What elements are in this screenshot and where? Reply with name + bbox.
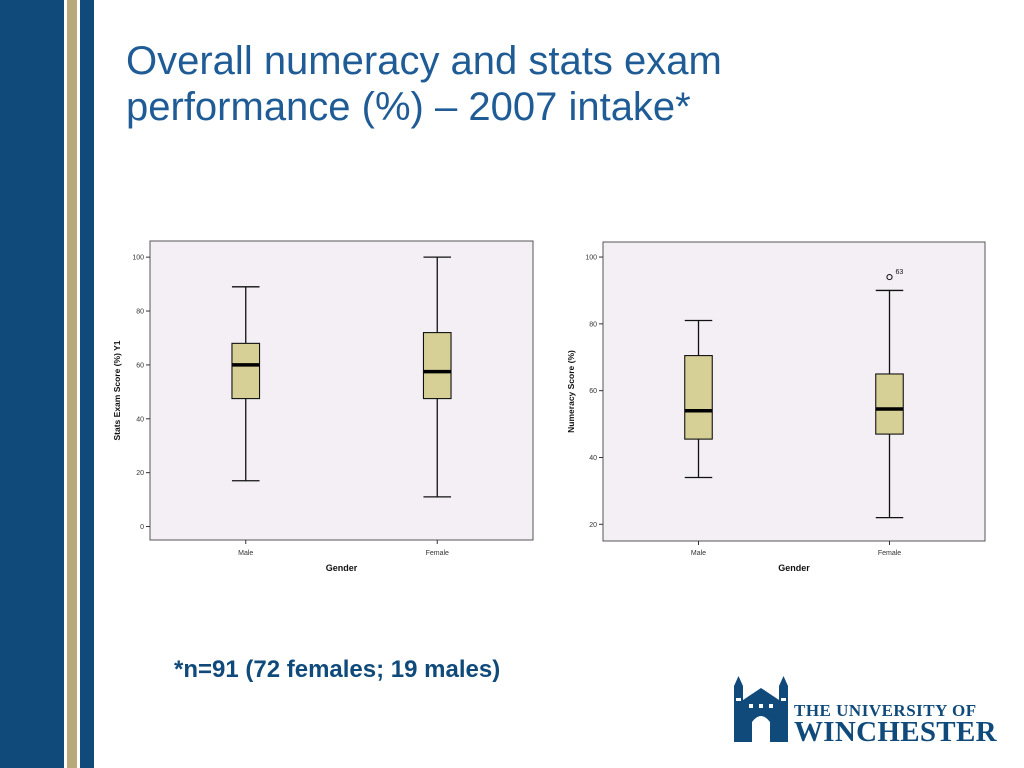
y-axis-label: Numeracy Score (%) [566, 350, 576, 433]
y-tick-label: 20 [136, 470, 144, 477]
y-tick-label: 80 [136, 309, 144, 316]
university-logo: THE UNIVERSITY OF WINCHESTER [732, 676, 1002, 748]
y-tick-label: 40 [136, 416, 144, 423]
left-inner-navy-stripe [80, 0, 94, 768]
x-axis-label: Gender [326, 563, 358, 573]
slide-title: Overall numeracy and stats exam performa… [126, 38, 986, 130]
box-male [231, 286, 261, 482]
sample-size-footnote: *n=91 (72 females; 19 males) [174, 656, 501, 683]
y-tick-label: 80 [589, 321, 597, 328]
outlier-label: 63 [896, 269, 904, 276]
y-tick-label: 60 [136, 362, 144, 369]
iqr-box [875, 373, 904, 435]
left-navy-stripe [0, 0, 64, 768]
y-tick-label: 0 [140, 524, 144, 531]
y-tick-label: 60 [589, 388, 597, 395]
iqr-box [422, 332, 452, 400]
x-tick-label: Female [426, 550, 449, 557]
iqr-box [684, 355, 713, 440]
numeracy-boxplot: 20 40 60 80 100 Male Female Gender Numeracy Scor… [566, 241, 986, 573]
plot-area [602, 241, 986, 542]
x-tick-label: Female [878, 550, 901, 557]
left-tan-stripe [67, 0, 77, 768]
y-tick-label: 100 [132, 255, 144, 262]
stats-exam-boxplot: 0 20 40 60 80 100 Male Female Gender Stats Exam S… [112, 240, 534, 573]
slide-title-line1: Overall numeracy and stats exam [126, 39, 722, 83]
x-tick-label: Male [691, 550, 706, 557]
y-axis-label: Stats Exam Score (%) Y1 [112, 340, 122, 440]
box-female [422, 256, 452, 498]
cathedral-icon [734, 676, 788, 742]
y-tick-label: 100 [585, 255, 597, 262]
box-female [875, 289, 904, 519]
box-male [684, 319, 713, 479]
logo-text-line1: THE UNIVERSITY OF [794, 701, 977, 720]
y-tick-label: 20 [589, 522, 597, 529]
plot-area [149, 240, 534, 541]
x-axis-label: Gender [778, 563, 810, 573]
slide-title-line2: performance (%) – 2007 intake* [126, 85, 691, 129]
logo-text-line2: WINCHESTER [794, 716, 997, 748]
iqr-box [231, 342, 261, 400]
y-tick-label: 40 [589, 455, 597, 462]
x-tick-label: Male [238, 550, 253, 557]
outlier-point [886, 273, 893, 281]
